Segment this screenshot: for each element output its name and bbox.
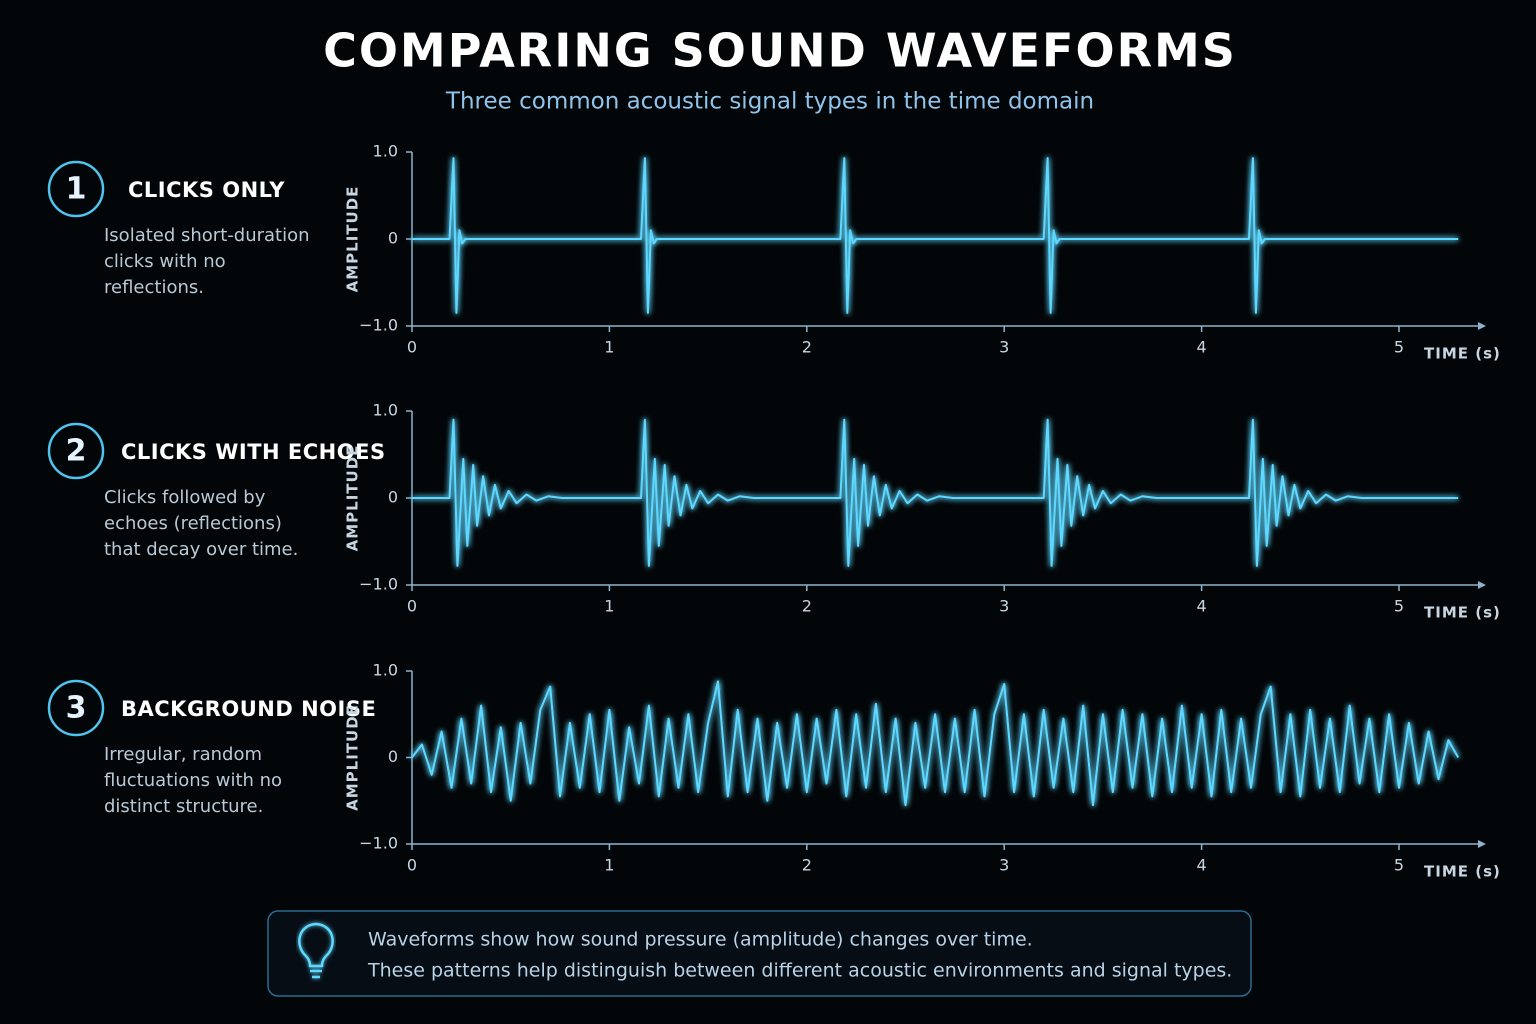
chart-number: 3 xyxy=(66,691,87,726)
bulb-icon xyxy=(298,922,334,979)
chart-description: that decay over time. xyxy=(104,539,298,560)
x-tick-label: 2 xyxy=(802,338,812,357)
chart-number: 1 xyxy=(66,172,87,207)
x-tick-label: 4 xyxy=(1197,597,1207,616)
x-tick-label: 0 xyxy=(407,856,417,875)
chart-title: CLICKS WITH ECHOES xyxy=(121,440,386,464)
number-badge xyxy=(47,422,105,480)
chart-title: CLICKS ONLY xyxy=(128,178,285,202)
waveform xyxy=(412,418,1459,567)
chart-description: fluctuations with no xyxy=(104,770,282,791)
x-axis-arrow xyxy=(1477,581,1486,589)
x-axis-arrow xyxy=(1477,322,1486,330)
chart-description: Irregular, random xyxy=(104,744,262,765)
x-tick-label: 3 xyxy=(999,338,1009,357)
y-tick-label: 1.0 xyxy=(373,661,398,680)
chart-description: echoes (reflections) xyxy=(104,513,282,534)
waveform xyxy=(411,680,1460,807)
chart-number: 2 xyxy=(66,434,87,469)
y-tick-label: 0 xyxy=(388,747,398,766)
x-tick-label: 2 xyxy=(802,597,812,616)
waveform xyxy=(412,157,1459,314)
x-tick-label: 4 xyxy=(1197,338,1207,357)
y-tick-label: −1.0 xyxy=(359,834,398,853)
x-axis-label: TIME (s) xyxy=(1424,345,1501,363)
chart-description: reflections. xyxy=(104,277,204,298)
page-subtitle: Three common acoustic signal types in th… xyxy=(445,89,1094,115)
x-tick-label: 5 xyxy=(1394,856,1404,875)
x-tick-label: 3 xyxy=(999,856,1009,875)
x-tick-label: 2 xyxy=(802,856,812,875)
note-line: Waveforms show how sound pressure (ampli… xyxy=(368,929,1033,951)
x-tick-label: 5 xyxy=(1394,597,1404,616)
number-badge xyxy=(47,679,105,737)
y-tick-label: 1.0 xyxy=(373,142,398,161)
note-line: These patterns help distinguish between … xyxy=(367,960,1232,982)
y-tick-label: −1.0 xyxy=(359,316,398,335)
x-tick-label: 3 xyxy=(999,597,1009,616)
x-tick-label: 1 xyxy=(604,856,614,875)
x-axis-label: TIME (s) xyxy=(1424,604,1501,622)
y-axis-label: AMPLITUDE xyxy=(344,445,362,552)
y-axis-label: AMPLITUDE xyxy=(344,186,362,293)
y-tick-label: −1.0 xyxy=(359,575,398,594)
x-tick-label: 0 xyxy=(407,597,417,616)
note-box xyxy=(267,910,1252,997)
y-tick-label: 1.0 xyxy=(373,401,398,420)
x-tick-label: 4 xyxy=(1197,856,1207,875)
chart-description: Isolated short-duration xyxy=(104,225,310,246)
chart-description: distinct structure. xyxy=(104,796,263,817)
x-tick-label: 0 xyxy=(407,338,417,357)
charts: 1 CLICKS ONLY Isolated short-duration click… xyxy=(47,142,1501,881)
y-tick-label: 0 xyxy=(388,229,398,248)
chart-description: clicks with no xyxy=(104,251,226,272)
x-axis-label: TIME (s) xyxy=(1424,863,1501,881)
y-axis-label: AMPLITUDE xyxy=(344,704,362,811)
x-axis-arrow xyxy=(1477,840,1486,848)
chart-title: BACKGROUND NOISE xyxy=(121,697,376,721)
chart-description: Clicks followed by xyxy=(104,487,266,508)
page-title: COMPARING SOUND WAVEFORMS xyxy=(323,24,1237,78)
x-tick-label: 5 xyxy=(1394,338,1404,357)
y-tick-label: 0 xyxy=(388,488,398,507)
x-tick-label: 1 xyxy=(604,597,614,616)
number-badge xyxy=(47,160,105,218)
x-tick-label: 1 xyxy=(604,338,614,357)
